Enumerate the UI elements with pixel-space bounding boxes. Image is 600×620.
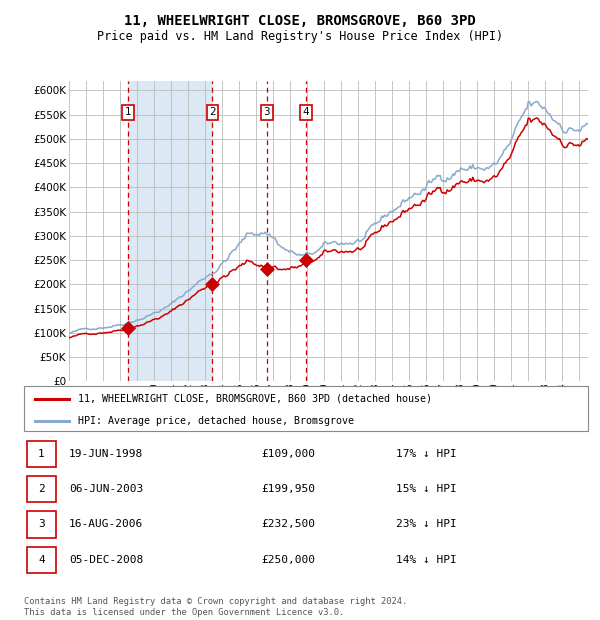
Text: 3: 3 <box>263 107 270 117</box>
Bar <box>27 547 56 573</box>
Text: 15% ↓ HPI: 15% ↓ HPI <box>396 484 457 494</box>
Text: 16-AUG-2006: 16-AUG-2006 <box>69 520 143 529</box>
Text: 06-JUN-2003: 06-JUN-2003 <box>69 484 143 494</box>
Text: 05-DEC-2008: 05-DEC-2008 <box>69 555 143 565</box>
Text: 17% ↓ HPI: 17% ↓ HPI <box>396 449 457 459</box>
Text: 1: 1 <box>125 107 131 117</box>
Text: 3: 3 <box>38 520 45 529</box>
Text: £199,950: £199,950 <box>261 484 315 494</box>
Text: HPI: Average price, detached house, Bromsgrove: HPI: Average price, detached house, Brom… <box>77 416 353 426</box>
Text: 19-JUN-1998: 19-JUN-1998 <box>69 449 143 459</box>
Text: Price paid vs. HM Land Registry's House Price Index (HPI): Price paid vs. HM Land Registry's House … <box>97 30 503 43</box>
Text: £232,500: £232,500 <box>261 520 315 529</box>
Bar <box>27 476 56 502</box>
Text: 11, WHEELWRIGHT CLOSE, BROMSGROVE, B60 3PD (detached house): 11, WHEELWRIGHT CLOSE, BROMSGROVE, B60 3… <box>77 394 431 404</box>
Text: Contains HM Land Registry data © Crown copyright and database right 2024.
This d: Contains HM Land Registry data © Crown c… <box>24 598 407 617</box>
Text: 4: 4 <box>38 555 45 565</box>
Text: 2: 2 <box>209 107 216 117</box>
Text: 4: 4 <box>302 107 309 117</box>
Bar <box>27 512 56 538</box>
Text: 14% ↓ HPI: 14% ↓ HPI <box>396 555 457 565</box>
Text: £109,000: £109,000 <box>261 449 315 459</box>
Text: 1: 1 <box>38 449 45 459</box>
Text: 2: 2 <box>38 484 45 494</box>
Text: 11, WHEELWRIGHT CLOSE, BROMSGROVE, B60 3PD: 11, WHEELWRIGHT CLOSE, BROMSGROVE, B60 3… <box>124 14 476 28</box>
Bar <box>27 441 56 467</box>
Text: £250,000: £250,000 <box>261 555 315 565</box>
Text: 23% ↓ HPI: 23% ↓ HPI <box>396 520 457 529</box>
Bar <box>128 81 212 381</box>
